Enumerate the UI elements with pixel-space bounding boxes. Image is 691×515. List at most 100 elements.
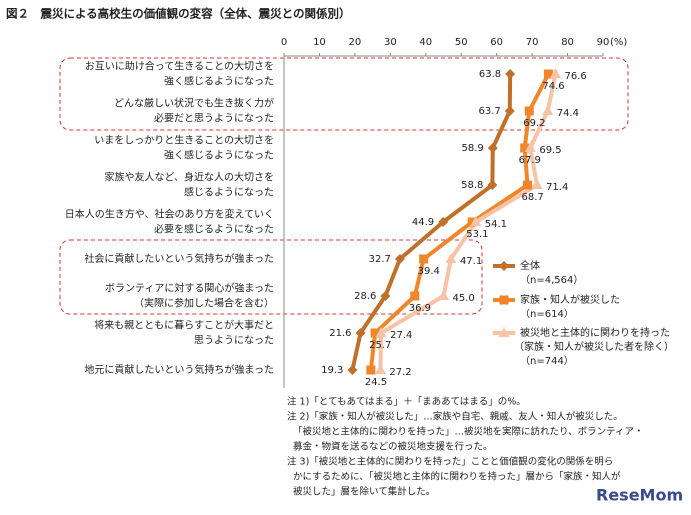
- note: 注 3)「被災地と主体的に関わりを持った」ことと価値観の変化の関係を明ら: [287, 456, 613, 468]
- point: [543, 69, 553, 79]
- point: [438, 217, 449, 227]
- point: [524, 142, 536, 152]
- point: [487, 180, 498, 190]
- legend-marker: [499, 261, 509, 271]
- category-label: 日本人の生き方や、社会のあり方を変えていく: [65, 208, 274, 221]
- highlight-box: [59, 239, 483, 315]
- point: [374, 364, 386, 374]
- category-label: 地元に貢献したいという気持ちが強まった: [84, 363, 274, 376]
- x-unit: (%): [610, 37, 627, 48]
- point: [550, 68, 562, 78]
- value-label: 39.4: [418, 266, 440, 277]
- highlight-box: [59, 57, 629, 131]
- legend-label: 被災地と主体的に関わりを持った: [520, 326, 670, 339]
- value-label: 32.7: [369, 254, 391, 265]
- point: [366, 365, 376, 375]
- value-label: 25.7: [369, 340, 391, 351]
- x-tick-label: 10: [313, 37, 326, 48]
- point: [445, 253, 457, 263]
- category-label: （実際に参加した場合を含む）: [134, 297, 274, 310]
- value-label: 45.0: [453, 293, 475, 304]
- category-label: 社会に貢献したいという気持ちが強まった: [84, 252, 274, 265]
- value-label: 19.3: [321, 365, 343, 376]
- value-label: 24.5: [365, 377, 387, 388]
- point: [504, 106, 515, 116]
- point: [347, 365, 358, 375]
- value-label: 21.6: [329, 328, 351, 339]
- point: [531, 179, 543, 189]
- category-label: 感じるようになった: [184, 186, 274, 199]
- category-label: 強く感じるようになった: [164, 75, 274, 88]
- value-label: 67.9: [519, 155, 541, 166]
- note: 被災した」層を除いて集計した。: [293, 486, 435, 498]
- category-label: どんな厳しい状況でも生き抜く力が: [114, 97, 274, 110]
- category-label: 必要を感じるようになった: [154, 223, 274, 236]
- category-label: 将来も親とともに暮らすことが大事だと: [94, 319, 274, 332]
- x-tick-label: 30: [384, 37, 397, 48]
- note: 「被災地と主体的に関わりを持った」…被災地を実際に訪れたり、ボランティア・: [293, 426, 644, 438]
- point: [523, 180, 533, 190]
- value-label: 28.6: [354, 291, 376, 302]
- legend-marker: [499, 295, 509, 305]
- point: [470, 216, 482, 226]
- note: 注 2)「家族・知人が被災した」…家族や自宅、親戚、友人・知人が被災した。: [287, 411, 623, 423]
- x-tick-label: 60: [490, 37, 503, 48]
- category-label: 思うようになった: [194, 335, 274, 347]
- note: 注 1)「とてもあてはまる」＋「まああてはまる」の%。: [287, 396, 526, 408]
- value-label: 63.7: [479, 106, 501, 117]
- point: [505, 69, 516, 79]
- x-tick-label: 90: [597, 37, 610, 48]
- x-tick-label: 20: [349, 37, 362, 48]
- legend-n: （n=614）: [520, 308, 574, 320]
- value-label: 36.9: [409, 303, 431, 314]
- legend-note: （家族・知人が被災した者を除く）: [514, 340, 674, 353]
- category-label: 家族や友人など、身近な人の大切さを: [105, 171, 275, 184]
- category-label: いまをしっかりと生きることの大切さを: [94, 134, 274, 147]
- note: 募金・物資を送るなどの被災地支援を行った。: [293, 441, 493, 453]
- value-label: 53.1: [466, 229, 488, 240]
- point: [380, 291, 391, 301]
- legend-label: 家族・知人が被災した: [520, 293, 620, 306]
- point: [355, 328, 366, 338]
- value-label: 44.9: [412, 217, 434, 228]
- point: [370, 328, 380, 338]
- watermark: ReseMom: [596, 486, 683, 505]
- value-label: 71.4: [546, 182, 568, 193]
- value-label: 63.8: [479, 69, 501, 80]
- x-tick-label: 70: [526, 37, 539, 48]
- point: [410, 291, 420, 301]
- legend-n: （n=744）: [520, 355, 574, 367]
- category-label: お互いに助け合って生きることの大切さを: [85, 60, 274, 73]
- value-label: 68.7: [522, 192, 544, 203]
- legend-marker: [498, 327, 510, 337]
- x-tick-label: 80: [561, 37, 574, 48]
- x-tick-label: 40: [419, 37, 432, 48]
- point: [375, 327, 387, 337]
- legend-label: 全体: [520, 259, 540, 272]
- point: [524, 106, 534, 116]
- point: [467, 217, 477, 227]
- category-label: 強く感じるようになった: [164, 149, 274, 162]
- point: [394, 254, 405, 264]
- point: [487, 143, 498, 153]
- chart-title: 図２ 震災による高校生の価値観の変容（全体、震災との関係別）: [6, 7, 351, 21]
- value-label: 58.8: [461, 180, 483, 191]
- value-label: 47.1: [460, 256, 482, 267]
- category-label: 必要だと思うようになった: [154, 112, 274, 125]
- point: [438, 290, 449, 300]
- value-label: 54.1: [485, 219, 507, 230]
- value-label: 69.2: [523, 118, 545, 129]
- point: [542, 105, 554, 115]
- point: [419, 254, 429, 264]
- x-tick-label: 0: [281, 37, 287, 48]
- x-tick-label: 50: [455, 37, 468, 48]
- category-label: ボランティアに対する関心が強まった: [105, 282, 274, 295]
- note: かにするために、「被災地と主体的に関わりを持った」層から「家族・知人が: [293, 471, 621, 483]
- value-label: 76.6: [565, 71, 587, 82]
- value-label: 74.4: [557, 108, 579, 119]
- value-label: 27.2: [389, 367, 411, 378]
- value-label: 58.9: [462, 143, 484, 154]
- point: [520, 143, 530, 153]
